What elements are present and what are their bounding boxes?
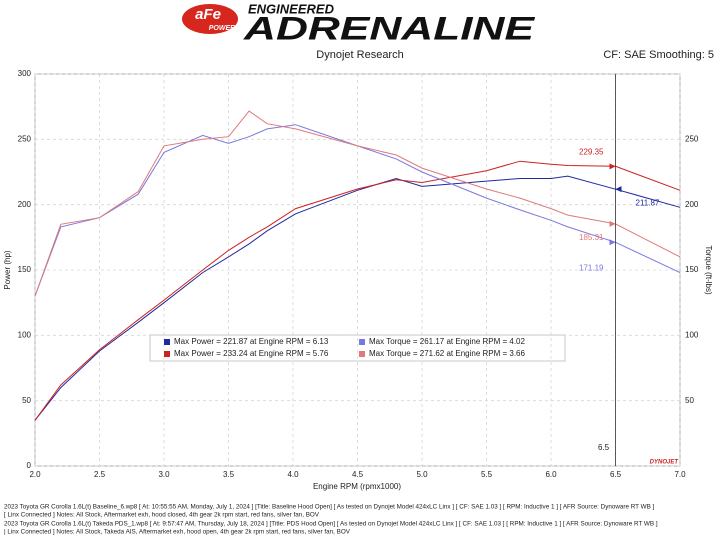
footer-line: 2023 Toyota GR Corolla 1.6L(t) Baseline_… bbox=[4, 504, 655, 511]
footer-line: [ Linx Connected ] Notes: All Stock, Aft… bbox=[4, 512, 320, 519]
y-tick-label: 300 bbox=[18, 69, 32, 78]
y-tick-label: 50 bbox=[22, 396, 31, 405]
x-tick-label: 4.0 bbox=[287, 470, 299, 479]
y2-tick-label: 150 bbox=[685, 265, 699, 274]
x-axis-label: Engine RPM (rpmx1000) bbox=[313, 482, 401, 491]
footer-line: | Linx Connected ] Notes: All Stock, Tak… bbox=[4, 529, 351, 536]
y2-tick-label: 250 bbox=[685, 134, 699, 143]
tagline-top: ENGINEERED bbox=[248, 1, 335, 16]
legend-label: Max Torque = 271.62 at Engine RPM = 3.66 bbox=[369, 349, 526, 358]
cursor-value: 211.87 bbox=[636, 198, 660, 207]
y-tick-label: 100 bbox=[18, 330, 32, 339]
y-tick-label: 150 bbox=[18, 265, 32, 274]
x-tick-label: 6.0 bbox=[545, 470, 557, 479]
y-axis-label: Power (hp) bbox=[3, 250, 12, 289]
y-tick-label: 250 bbox=[18, 134, 32, 143]
series-line bbox=[34, 124, 681, 297]
y2-tick-label: 200 bbox=[685, 200, 699, 209]
legend-label: Max Power = 221.87 at Engine RPM = 6.13 bbox=[174, 337, 329, 346]
footer-line: 2023 Toyota GR Corolla 1.6L(t) Takeda PD… bbox=[4, 521, 658, 528]
legend-label: Max Power = 233.24 at Engine RPM = 5.76 bbox=[174, 349, 329, 358]
cursor-value: 171.19 bbox=[579, 263, 604, 272]
cursor-value: 185.31 bbox=[579, 233, 604, 242]
y2-tick-label: 50 bbox=[685, 396, 694, 405]
settings: CF: SAE Smoothing: 5 bbox=[603, 49, 714, 61]
x-tick-label: 3.5 bbox=[223, 470, 235, 479]
x-tick-label: 2.0 bbox=[29, 470, 41, 479]
x-tick-label: 4.5 bbox=[352, 470, 364, 479]
legend-label: Max Torque = 261.17 at Engine RPM = 4.02 bbox=[369, 337, 526, 346]
cursor-marker bbox=[609, 220, 616, 227]
brand-sub: POWER bbox=[209, 25, 235, 32]
legend-swatch bbox=[164, 351, 170, 357]
y-tick-label: 0 bbox=[27, 461, 32, 470]
cursor-marker bbox=[609, 163, 616, 170]
cursor-marker bbox=[609, 239, 616, 246]
cursor-label: 6.5 bbox=[598, 443, 610, 452]
x-tick-label: 7.0 bbox=[674, 470, 686, 479]
y2-axis-label: Torque (ft-lbs) bbox=[704, 245, 713, 295]
x-tick-label: 5.0 bbox=[416, 470, 428, 479]
series-line bbox=[34, 110, 681, 297]
series-line bbox=[34, 160, 681, 421]
series-line bbox=[34, 175, 681, 421]
cursor-marker bbox=[615, 186, 622, 193]
legend-swatch bbox=[359, 351, 365, 357]
x-tick-label: 2.5 bbox=[94, 470, 106, 479]
x-tick-label: 5.5 bbox=[481, 470, 493, 479]
y2-tick-label: 100 bbox=[685, 330, 699, 339]
cursor-value: 229.35 bbox=[579, 147, 604, 156]
logo-badge bbox=[182, 4, 238, 34]
x-tick-label: 3.0 bbox=[158, 470, 170, 479]
watermark: DYNOJET bbox=[650, 460, 680, 466]
tagline: ADRENALINE bbox=[243, 10, 537, 46]
x-tick-label: 6.5 bbox=[610, 470, 622, 479]
y-tick-label: 200 bbox=[18, 200, 32, 209]
legend-swatch bbox=[359, 339, 365, 345]
source: Dynojet Research bbox=[316, 49, 403, 61]
legend-swatch bbox=[164, 339, 170, 345]
brand: aFe bbox=[195, 6, 221, 23]
